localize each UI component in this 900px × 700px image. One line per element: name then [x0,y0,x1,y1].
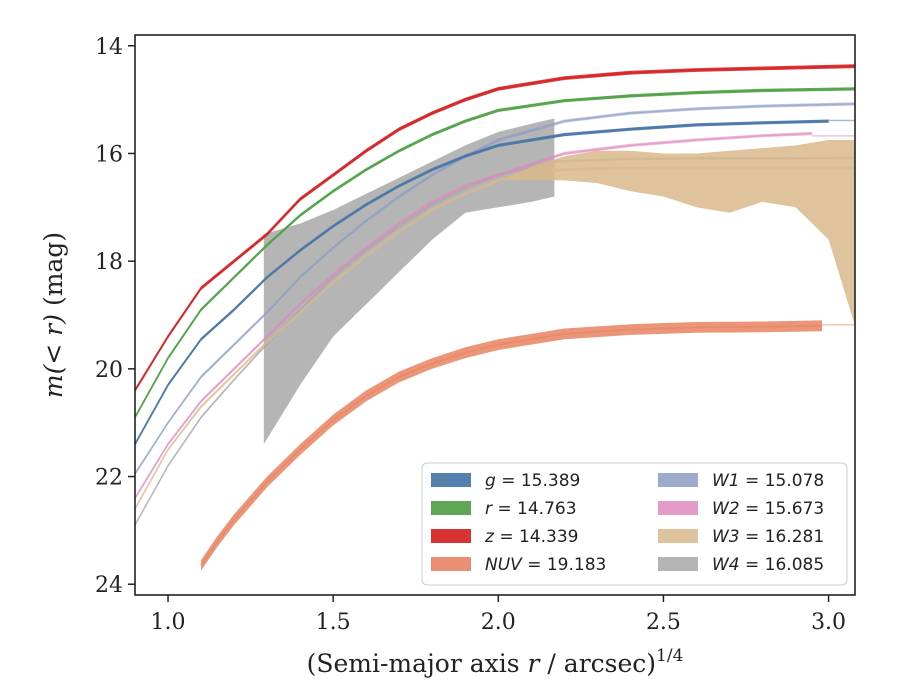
y-axis-label-var: m [39,374,68,398]
series-z-line [135,65,855,391]
y-tick-label: 14 [95,35,123,60]
legend-swatch-w1 [658,473,698,487]
y-tick-label: 16 [95,142,123,167]
y-axis-label-unit: (mag) [39,232,68,314]
legend-label-nuv: NUV = 19.183 [485,555,606,575]
series-w1-line [135,103,855,475]
legend-label-g: g = 15.389 [485,471,580,491]
legend-swatch-z [431,529,471,543]
series-w3-uncertainty-band [135,140,855,509]
legend-label-w1: W1 = 15.078 [712,471,824,491]
tick-group: 1.0 1.5 2.0 2.5 3.0 14 16 18 20 22 24 [95,35,846,635]
x-axis-label-rest: / arcsec) [539,649,656,678]
legend-label-z: z = 14.339 [484,527,578,547]
series-nuv-line [200,324,823,566]
plot-area [135,64,855,571]
series-g-line [135,120,829,445]
x-tick-label: 3.0 [811,610,846,635]
legend-box [421,462,848,586]
x-tick-label: 2.0 [481,610,516,635]
x-tick-label: 1.0 [151,610,186,635]
legend-label-w2: W2 = 15.673 [712,499,824,519]
y-tick-label: 18 [95,250,123,275]
legend-label-r: r = 14.763 [485,499,577,519]
legend-swatch-nuv [431,557,471,571]
series-w2-line [135,132,813,499]
legend-swatch-w2 [658,501,698,515]
series-r-line [135,87,855,418]
series-w4-uncertainty-band [263,118,555,445]
axes-frame [134,34,856,596]
x-axis-label-main: (Semi-major axis [307,649,528,678]
x-axis-label: (Semi-major axis r / arcsec)1/4 [307,646,684,678]
y-tick-label: 20 [95,358,123,383]
x-axis-label-sup: 1/4 [656,646,683,666]
legend-swatch-w3 [658,529,698,543]
legend: g = 15.389 r = 14.763 z = 14.339 NUV = 19.1… [421,462,848,586]
y-tick-label: 24 [95,573,123,598]
x-tick-label: 2.5 [646,610,681,635]
legend-swatch-w4 [658,557,698,571]
legend-swatch-g [431,473,471,487]
x-tick-label: 1.5 [316,610,351,635]
y-tick-label: 22 [95,466,123,491]
y-axis-label-mid: (< r) [39,314,68,374]
legend-label-w4: W4 = 16.085 [712,555,824,575]
series-w3-band [135,166,855,511]
series-w3-line [135,167,855,510]
y-axis-label: m(< r) (mag) [39,232,68,398]
legend-label-w3: W3 = 16.281 [712,527,824,547]
legend-swatch-r [431,501,471,515]
x-axis-label-var: r [528,649,542,678]
